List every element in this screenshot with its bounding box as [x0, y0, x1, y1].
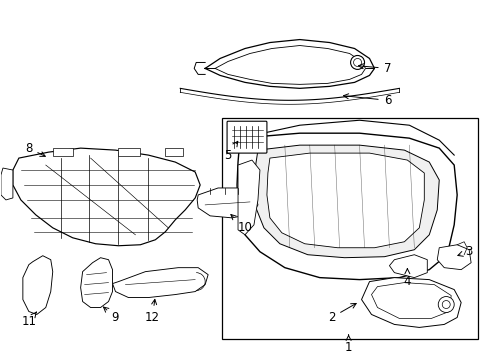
Text: 8: 8 — [25, 141, 45, 156]
Polygon shape — [23, 256, 53, 315]
Text: 12: 12 — [144, 300, 160, 324]
Text: 4: 4 — [403, 269, 410, 288]
Text: 6: 6 — [343, 94, 390, 107]
Circle shape — [353, 58, 361, 67]
Text: 2: 2 — [327, 303, 355, 324]
Polygon shape — [371, 283, 450, 319]
Bar — [53, 148, 73, 156]
Polygon shape — [388, 255, 427, 278]
Polygon shape — [266, 153, 424, 248]
Text: 10: 10 — [230, 215, 252, 234]
Polygon shape — [253, 145, 438, 258]
Text: 5: 5 — [224, 141, 237, 162]
Text: 7: 7 — [358, 62, 390, 75]
Bar — [118, 148, 140, 156]
Polygon shape — [81, 258, 112, 307]
Polygon shape — [1, 168, 13, 200]
Polygon shape — [238, 160, 260, 235]
Polygon shape — [436, 245, 470, 270]
Text: 9: 9 — [103, 307, 119, 324]
Polygon shape — [197, 188, 258, 218]
Polygon shape — [237, 133, 456, 280]
Polygon shape — [13, 148, 200, 246]
Circle shape — [437, 297, 453, 312]
Circle shape — [350, 55, 364, 69]
FancyBboxPatch shape — [226, 121, 266, 153]
Polygon shape — [361, 278, 460, 328]
Text: 1: 1 — [344, 335, 352, 354]
Bar — [222, 118, 477, 339]
Polygon shape — [112, 268, 208, 298]
Text: 3: 3 — [457, 245, 472, 258]
Circle shape — [441, 301, 449, 309]
Bar — [165, 148, 183, 156]
Text: 11: 11 — [21, 312, 36, 328]
